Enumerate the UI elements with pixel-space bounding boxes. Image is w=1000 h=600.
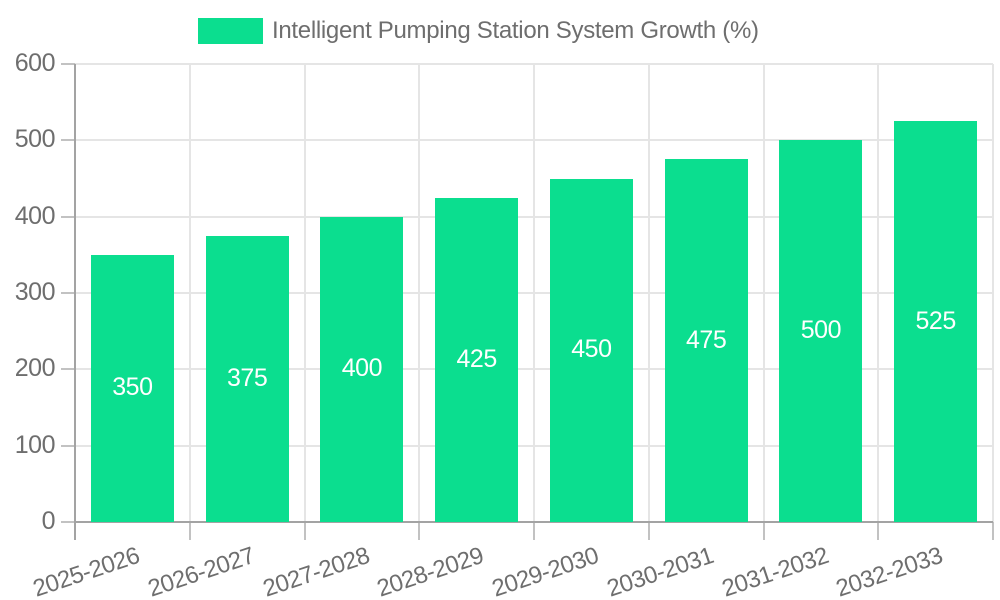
y-axis-tick-label: 500 bbox=[14, 125, 56, 154]
y-axis-tick-label: 300 bbox=[14, 278, 56, 306]
x-axis-tick-label: 2027-2028 bbox=[259, 542, 373, 600]
x-tick-mark bbox=[418, 522, 421, 540]
bar[interactable] bbox=[90, 254, 174, 522]
bar-value-label: 375 bbox=[227, 363, 268, 392]
x-gridline bbox=[762, 64, 765, 522]
bar[interactable] bbox=[894, 121, 978, 522]
bar-value-label: 525 bbox=[915, 306, 957, 335]
y-axis-line bbox=[74, 64, 76, 540]
bar[interactable] bbox=[779, 140, 863, 522]
x-gridline bbox=[303, 64, 306, 522]
x-axis-tick-label: 2030-2031 bbox=[603, 542, 717, 600]
x-gridline bbox=[188, 64, 191, 522]
bar[interactable] bbox=[320, 216, 404, 522]
x-tick-mark bbox=[188, 522, 191, 540]
x-gridline bbox=[533, 64, 535, 522]
y-axis-tick-label: 0 bbox=[41, 507, 56, 535]
y-tick-mark bbox=[61, 63, 75, 65]
x-axis-tick-label: 2025-2026 bbox=[29, 542, 143, 600]
x-tick-mark bbox=[303, 522, 306, 540]
x-gridline bbox=[647, 64, 650, 522]
y-tick-mark bbox=[61, 444, 75, 447]
legend-swatch-icon bbox=[198, 18, 263, 44]
bar-value-label: 425 bbox=[456, 344, 498, 373]
y-axis-tick-label: 400 bbox=[14, 201, 56, 230]
y-axis-tick-label: 100 bbox=[14, 430, 56, 459]
x-tick-mark bbox=[533, 522, 535, 540]
y-axis-tick-label: 600 bbox=[14, 49, 56, 77]
x-axis-tick-label: 2032-2033 bbox=[833, 542, 947, 600]
x-tick-mark bbox=[647, 522, 650, 540]
bar[interactable] bbox=[549, 178, 633, 522]
legend[interactable]: Intelligent Pumping Station System Growt… bbox=[198, 17, 759, 45]
bar[interactable] bbox=[435, 197, 519, 522]
x-axis-tick-label: 2031-2032 bbox=[718, 542, 832, 600]
y-tick-mark bbox=[61, 139, 75, 142]
x-tick-mark bbox=[992, 522, 994, 540]
x-axis-tick-label: 2029-2030 bbox=[488, 542, 602, 600]
x-gridline bbox=[992, 64, 994, 522]
bar-value-label: 450 bbox=[571, 335, 612, 364]
bar-value-label: 400 bbox=[341, 354, 383, 383]
bar-value-label: 500 bbox=[800, 316, 842, 345]
legend-label: Intelligent Pumping Station System Growt… bbox=[272, 17, 759, 44]
x-gridline bbox=[877, 64, 880, 522]
y-tick-mark bbox=[61, 521, 75, 523]
y-axis-tick-label: 200 bbox=[14, 354, 56, 383]
bar[interactable] bbox=[664, 159, 748, 522]
bar-value-label: 350 bbox=[112, 373, 153, 402]
x-axis-tick-label: 2026-2027 bbox=[144, 542, 258, 600]
x-axis-tick-label: 2028-2029 bbox=[374, 542, 488, 600]
x-tick-mark bbox=[877, 522, 880, 540]
x-tick-mark bbox=[762, 522, 765, 540]
y-tick-mark bbox=[61, 292, 75, 294]
x-gridline bbox=[418, 64, 421, 522]
bar[interactable] bbox=[205, 235, 289, 522]
bar-value-label: 475 bbox=[686, 325, 727, 354]
y-tick-mark bbox=[61, 215, 75, 218]
y-tick-mark bbox=[61, 368, 75, 371]
x-axis-line bbox=[75, 521, 993, 523]
